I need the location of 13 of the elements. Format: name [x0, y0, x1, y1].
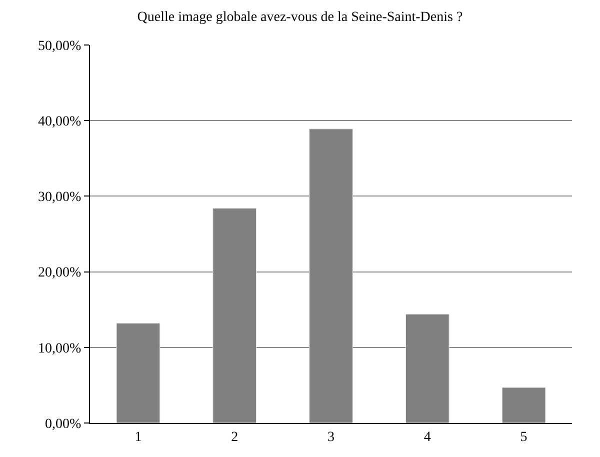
y-tick-label: 30,00%: [38, 190, 82, 206]
y-tick-label: 20,00%: [38, 266, 82, 281]
x-tick-label: 1: [134, 430, 142, 445]
x-tick-label: 5: [520, 430, 528, 445]
chart-title: Quelle image globale avez-vous de la Seine-Saint-Denis ?: [137, 10, 463, 26]
y-tick-label: 0,00%: [45, 416, 82, 432]
y-tick-label: 10,00%: [38, 341, 82, 356]
x-tick-label: 2: [231, 430, 238, 445]
y-tick-label: 40,00%: [38, 114, 82, 130]
bar: [502, 387, 546, 423]
y-tick-label: 50,00%: [38, 38, 82, 54]
x-tick-label: 4: [424, 430, 431, 445]
x-tick-label: 3: [328, 430, 334, 445]
